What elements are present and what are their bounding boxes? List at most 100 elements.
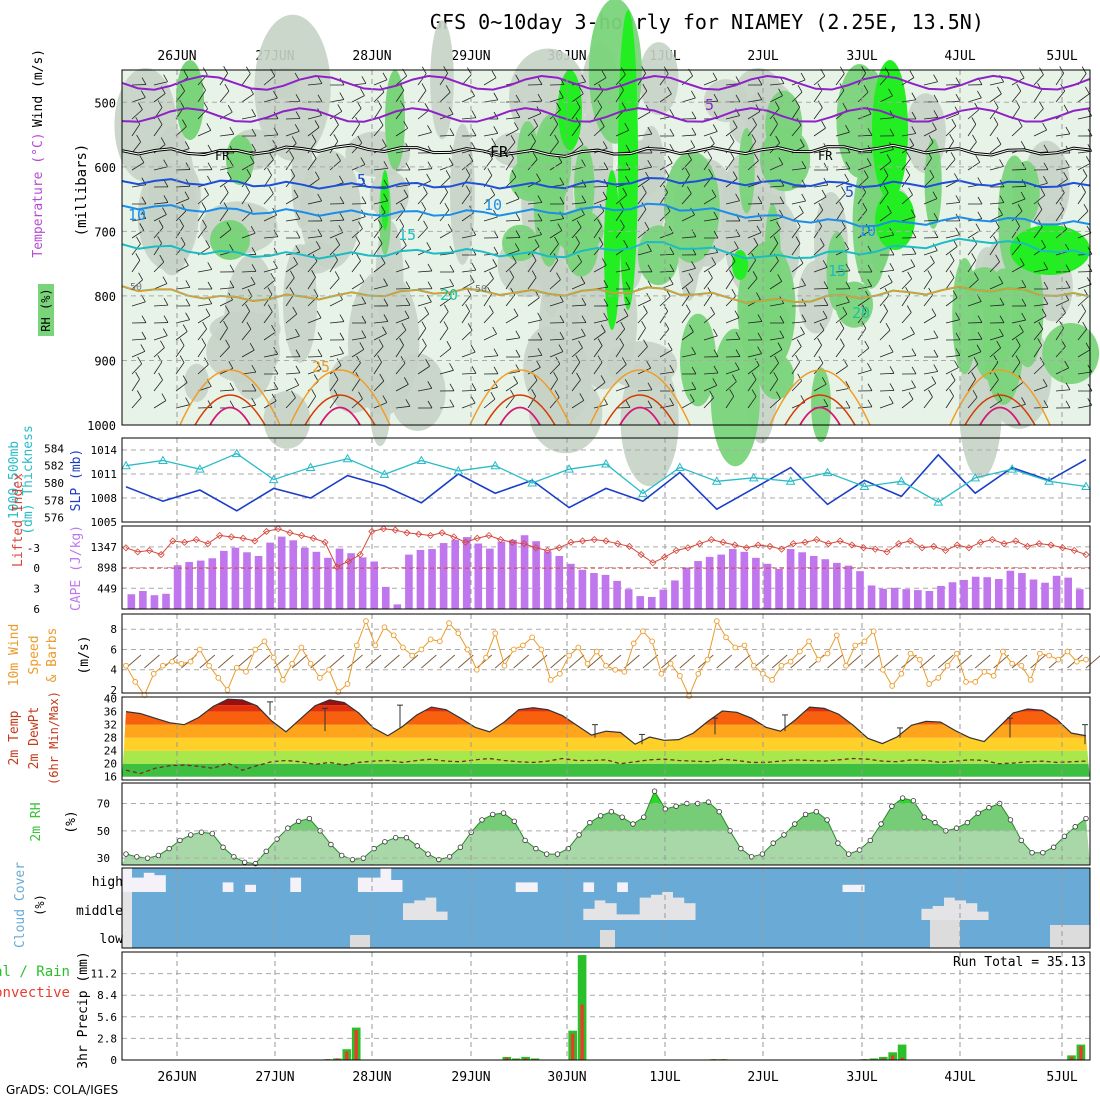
wind-barb bbox=[945, 246, 958, 256]
wind-barb bbox=[461, 234, 476, 239]
wind-speed-marker bbox=[935, 674, 942, 681]
cape-bar bbox=[370, 561, 379, 609]
wind-barb bbox=[710, 136, 715, 144]
cape-bar bbox=[1052, 575, 1061, 609]
wind-barb bbox=[549, 218, 564, 222]
li-tick: 0 bbox=[33, 562, 40, 575]
wind-barb bbox=[845, 281, 851, 289]
wind-barb bbox=[625, 175, 630, 184]
wind-barb-10m bbox=[218, 654, 234, 669]
wind-barb bbox=[380, 205, 386, 213]
wind-barb bbox=[578, 137, 584, 145]
cape-bar bbox=[324, 557, 332, 609]
wind-barb bbox=[311, 151, 317, 159]
lifted-index-marker bbox=[274, 525, 282, 533]
wind-speed-marker bbox=[1064, 648, 1071, 655]
wind-barb bbox=[197, 345, 207, 358]
precip-legend-total: Total / Rain bbox=[0, 964, 70, 980]
wind-barb bbox=[559, 331, 565, 340]
isotherm-5 bbox=[121, 176, 1091, 190]
wind-barb bbox=[131, 97, 146, 103]
wind-barb bbox=[725, 277, 734, 290]
wind-barb bbox=[559, 196, 565, 205]
wind-barb bbox=[140, 90, 146, 98]
cloud-cell-middle bbox=[864, 892, 877, 920]
wind-barb bbox=[373, 212, 386, 222]
rh-marker bbox=[608, 809, 615, 815]
wind-barb bbox=[1082, 169, 1088, 177]
wind-barb bbox=[777, 342, 783, 350]
cape-bar bbox=[567, 563, 575, 609]
rh-marker bbox=[953, 825, 960, 831]
rh-blob-bright bbox=[618, 10, 638, 310]
wind-barb bbox=[818, 202, 824, 211]
wind-barb bbox=[621, 101, 626, 109]
cloud-cell-low bbox=[244, 920, 257, 948]
wind-barb bbox=[1065, 400, 1071, 408]
wind-barb bbox=[197, 328, 207, 341]
wind-barb bbox=[754, 358, 760, 366]
wind-barb bbox=[141, 315, 147, 323]
wind-barb bbox=[571, 93, 584, 103]
wind-barb bbox=[527, 354, 542, 358]
wind-barb bbox=[747, 278, 758, 290]
wind-speed-marker bbox=[326, 666, 332, 673]
cloud-cell-high bbox=[413, 868, 426, 892]
cloud-cell-middle bbox=[1067, 892, 1080, 920]
wind-barb bbox=[664, 168, 670, 177]
wind-barb bbox=[229, 244, 234, 252]
cloud-cell-middle bbox=[898, 892, 911, 920]
wind-barb bbox=[295, 211, 301, 220]
wind-barb bbox=[294, 72, 300, 81]
wind-barb bbox=[844, 173, 850, 182]
wind-speed-marker bbox=[741, 642, 748, 649]
wind-barb bbox=[725, 115, 740, 120]
wind-barb bbox=[351, 349, 365, 358]
wind-barb bbox=[295, 349, 301, 357]
cloud-cell-low bbox=[222, 920, 234, 948]
wind-barb bbox=[549, 260, 559, 273]
cape-bar bbox=[636, 596, 645, 609]
wind-barb bbox=[725, 317, 740, 324]
cloud-cell-low bbox=[830, 920, 843, 948]
wind-barb bbox=[647, 159, 653, 168]
rh-marker bbox=[781, 832, 787, 838]
wind-barb bbox=[307, 277, 316, 290]
cape-bar bbox=[520, 535, 529, 609]
wind-barb bbox=[933, 212, 939, 221]
wind-barb bbox=[295, 94, 301, 102]
rh-blob-mid bbox=[272, 67, 298, 100]
wind-barb bbox=[224, 305, 230, 313]
wind-barb bbox=[593, 126, 605, 137]
precip-convective-bar bbox=[345, 1051, 349, 1060]
wind-speed-marker bbox=[187, 658, 194, 665]
wind-barb bbox=[603, 298, 609, 307]
wind-barb bbox=[989, 243, 998, 256]
wind-speed-marker bbox=[1046, 652, 1052, 659]
wind-barb bbox=[158, 372, 163, 381]
wind-barb bbox=[955, 312, 960, 320]
wind-barb bbox=[131, 124, 141, 137]
cloud-cell-middle bbox=[695, 892, 708, 920]
wind-barb bbox=[263, 236, 278, 239]
wind-barb bbox=[1043, 281, 1049, 290]
temperature-tick: 20 bbox=[104, 758, 117, 771]
wind-barb bbox=[317, 76, 323, 84]
wind-barb bbox=[329, 353, 344, 358]
wind-barb bbox=[439, 285, 454, 290]
wind-barb bbox=[756, 225, 762, 233]
rh-blob-mid bbox=[184, 363, 210, 402]
wind-speed-marker bbox=[667, 660, 674, 667]
wind-barb-10m bbox=[402, 654, 419, 669]
wind-speed-marker bbox=[196, 646, 203, 653]
wind-barb bbox=[378, 339, 384, 347]
wind-barb bbox=[841, 220, 846, 228]
wind-barb bbox=[245, 185, 251, 193]
wind-barb bbox=[735, 349, 741, 357]
cloud-cell-low bbox=[582, 920, 595, 948]
wind-barb bbox=[263, 331, 276, 341]
wind-barb bbox=[373, 226, 383, 239]
wind-barb bbox=[227, 171, 232, 180]
wind-barb bbox=[888, 344, 894, 353]
rh-marker bbox=[360, 855, 367, 861]
